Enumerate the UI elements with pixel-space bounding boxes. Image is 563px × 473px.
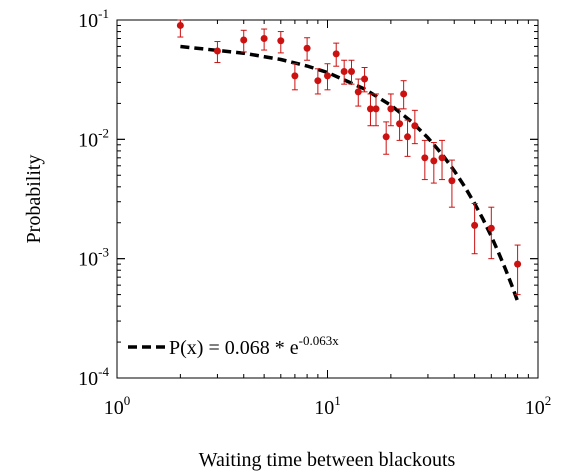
data-marker [487, 224, 495, 232]
data-point [366, 93, 374, 127]
data-marker [176, 21, 184, 29]
data-marker [366, 105, 374, 113]
data-point [448, 159, 456, 208]
axis-tick-labels: 100 101 102 10-1 10-2 10-3 10-4 [78, 6, 551, 419]
data-marker [471, 221, 479, 229]
data-marker [400, 90, 408, 98]
fit-curve [180, 44, 520, 302]
data-point [382, 121, 390, 155]
data-marker [260, 34, 268, 42]
data-marker [396, 120, 404, 128]
data-points-layer [176, 19, 522, 296]
data-marker [213, 47, 221, 55]
data-point [314, 68, 322, 95]
x-tick-label: 102 [525, 393, 552, 419]
data-point [303, 37, 311, 61]
data-marker [404, 133, 412, 141]
data-marker [291, 72, 299, 80]
data-marker [277, 37, 285, 45]
data-marker [314, 77, 322, 85]
fit-layer [180, 44, 520, 302]
data-point [430, 142, 438, 184]
data-marker [372, 105, 380, 113]
data-marker [347, 68, 355, 76]
data-point [240, 29, 248, 53]
y-tick-label: 10-1 [78, 6, 109, 32]
y-tick-label: 10-3 [78, 245, 109, 271]
data-point [332, 42, 340, 67]
data-point [404, 119, 412, 157]
x-tick-label: 101 [314, 393, 341, 419]
y-tick-label: 10-4 [78, 364, 109, 390]
y-axis-label: Probability [23, 155, 45, 244]
data-marker [430, 157, 438, 165]
data-marker [354, 88, 362, 96]
data-point [396, 108, 404, 141]
x-tick-label: 100 [104, 393, 131, 419]
data-marker [361, 75, 369, 83]
data-point [372, 93, 380, 127]
data-point [347, 59, 355, 85]
data-marker [387, 105, 395, 113]
x-axis-label: Waiting time between blackouts [199, 449, 456, 471]
data-point [176, 19, 184, 38]
data-marker [514, 260, 522, 268]
data-marker [382, 133, 390, 141]
data-marker [438, 154, 446, 162]
data-point [487, 206, 495, 260]
data-point [421, 139, 429, 181]
data-marker [448, 177, 456, 185]
data-marker [340, 68, 348, 76]
legend-fit-label: P(x) = 0.068 * e-0.063x [169, 333, 339, 359]
data-point [213, 41, 221, 64]
data-point [354, 78, 362, 107]
data-point [400, 80, 408, 110]
data-marker [303, 44, 311, 52]
y-tick-label: 10-2 [78, 125, 109, 151]
data-marker [332, 50, 340, 58]
data-marker [421, 154, 429, 162]
data-point [324, 63, 331, 91]
data-marker [324, 72, 331, 80]
data-point [387, 93, 395, 127]
data-point [438, 139, 446, 181]
data-point [411, 109, 419, 145]
data-point [277, 31, 285, 54]
data-point [260, 28, 268, 51]
data-point [361, 66, 369, 93]
data-point [291, 63, 299, 91]
data-point [514, 244, 522, 296]
data-marker [411, 122, 419, 130]
legend: P(x) = 0.068 * e-0.063x [128, 333, 339, 359]
data-point [340, 59, 348, 85]
data-marker [240, 36, 248, 44]
data-point [471, 202, 479, 255]
